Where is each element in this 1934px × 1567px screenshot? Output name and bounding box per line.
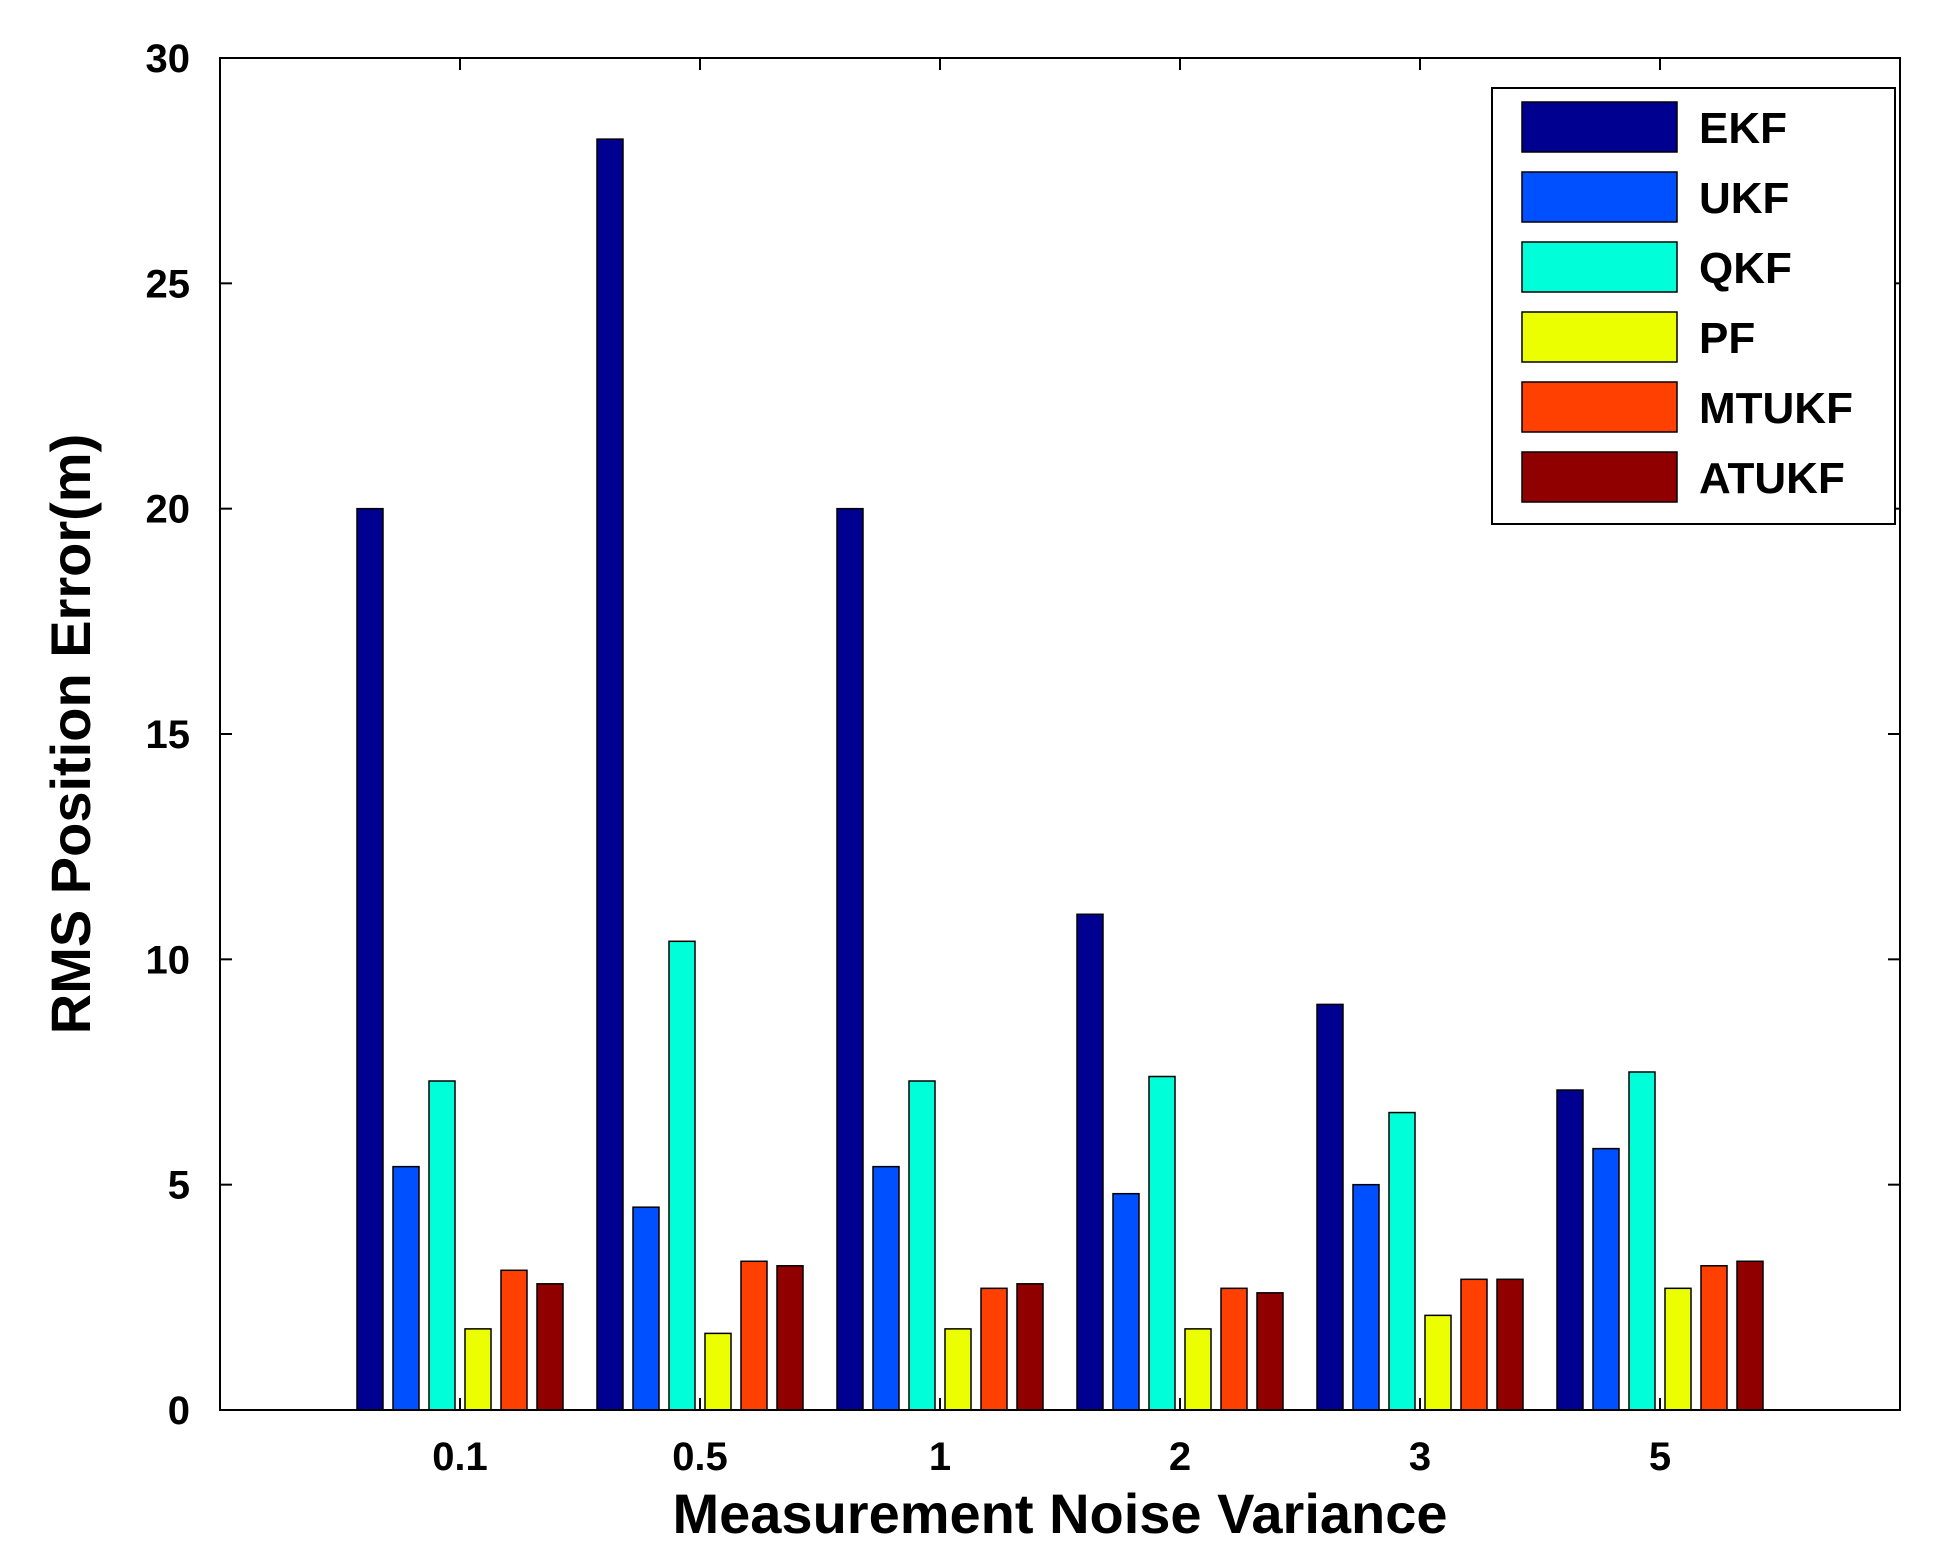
bar-qkf-2: [1148, 1075, 1176, 1411]
bar-pf-2: [1184, 1328, 1212, 1411]
x-tick-label: 5: [1649, 1435, 1671, 1479]
y-tick-label: 30: [146, 37, 191, 81]
legend-swatch-atukf: [1521, 451, 1678, 503]
bar-atukf-0.1: [536, 1283, 564, 1411]
bar-mtukf-2: [1220, 1287, 1248, 1411]
bar-ekf-2: [1076, 913, 1104, 1411]
bars-group: [356, 138, 1764, 1411]
x-tick-label: 2: [1169, 1435, 1191, 1479]
legend-label-pf: PF: [1699, 314, 1755, 363]
x-tick-label: 1: [929, 1435, 951, 1479]
legend-label-ekf: EKF: [1699, 104, 1787, 153]
legend-label-ukf: UKF: [1699, 174, 1789, 223]
bar-atukf-5: [1736, 1260, 1764, 1411]
bar-qkf-1: [908, 1080, 936, 1411]
y-tick-label: 5: [168, 1164, 190, 1208]
legend-label-atukf: ATUKF: [1699, 454, 1845, 503]
y-tick-label: 10: [146, 938, 191, 982]
y-axis-title: RMS Position Error(m): [39, 434, 102, 1034]
legend: EKF UKF QKF PF MTUKF ATUKF: [1491, 87, 1896, 525]
bar-pf-0.5: [704, 1332, 732, 1411]
bar-mtukf-0.5: [740, 1260, 768, 1411]
x-tick-label: 0.5: [672, 1435, 728, 1479]
bar-ekf-5: [1556, 1089, 1584, 1411]
legend-swatch-pf: [1521, 311, 1678, 363]
bar-ekf-3: [1316, 1003, 1344, 1411]
bar-mtukf-0.1: [500, 1269, 528, 1411]
bar-qkf-0.5: [668, 940, 696, 1411]
axes-group: 0 5 10 15 20 25 30 0.1 0.5 1 2 3 5: [146, 37, 1900, 1479]
bar-pf-0.1: [464, 1328, 492, 1411]
legend-swatch-mtukf: [1521, 381, 1678, 433]
bar-mtukf-1: [980, 1287, 1008, 1411]
bar-ukf-0.5: [632, 1206, 660, 1411]
bar-pf-3: [1424, 1314, 1452, 1411]
bar-ukf-1: [872, 1165, 900, 1411]
bar-ukf-3: [1352, 1183, 1380, 1411]
bar-atukf-2: [1256, 1292, 1284, 1411]
bar-mtukf-3: [1460, 1278, 1488, 1411]
y-tick-label: 0: [168, 1389, 190, 1433]
legend-label-mtukf: MTUKF: [1699, 384, 1853, 433]
bar-ukf-0.1: [392, 1165, 420, 1411]
legend-swatch-ekf: [1521, 101, 1678, 153]
y-tick-label: 15: [146, 713, 191, 757]
x-tick-label: 3: [1409, 1435, 1431, 1479]
bar-pf-1: [944, 1328, 972, 1411]
bar-atukf-1: [1016, 1283, 1044, 1411]
legend-swatch-qkf: [1521, 241, 1678, 293]
bar-ekf-1: [836, 507, 864, 1411]
bar-ukf-5: [1592, 1147, 1620, 1411]
x-tick-label: 0.1: [432, 1435, 488, 1479]
bar-atukf-0.5: [776, 1265, 804, 1411]
bar-ekf-0.1: [356, 507, 384, 1411]
bar-ukf-2: [1112, 1192, 1140, 1411]
bar-atukf-3: [1496, 1278, 1524, 1411]
legend-label-qkf: QKF: [1699, 244, 1792, 293]
y-tick-label: 20: [146, 488, 191, 532]
y-tick-label: 25: [146, 262, 191, 306]
legend-swatch-ukf: [1521, 171, 1678, 223]
x-axis-title: Measurement Noise Variance: [672, 1482, 1447, 1545]
bar-qkf-3: [1388, 1111, 1416, 1411]
bar-mtukf-5: [1700, 1265, 1728, 1411]
bar-pf-5: [1664, 1287, 1692, 1411]
bar-ekf-0.5: [596, 138, 624, 1411]
bar-qkf-5: [1628, 1071, 1656, 1411]
bar-qkf-0.1: [428, 1080, 456, 1411]
